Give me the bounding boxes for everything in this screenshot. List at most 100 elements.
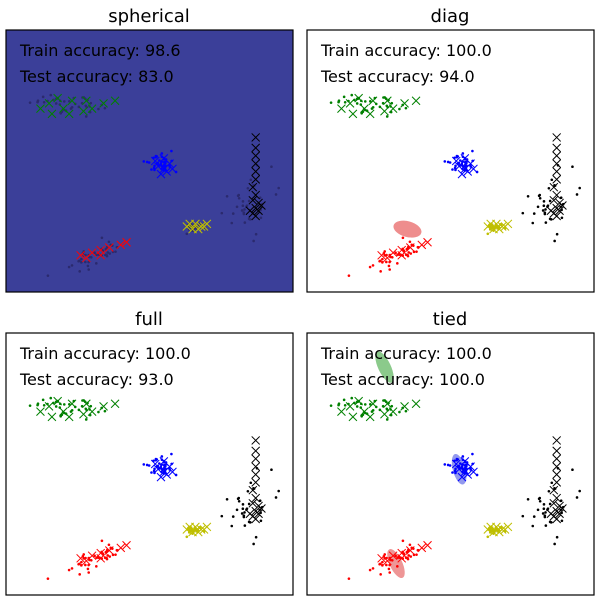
- train-point-green: [398, 410, 401, 414]
- test-point-yellow: [193, 527, 203, 537]
- train-point-red: [415, 553, 418, 556]
- test-point-black: [248, 485, 258, 495]
- train-point-red: [114, 553, 117, 556]
- test-point-blue: [153, 161, 163, 171]
- train-point-blue: [451, 168, 454, 171]
- train-point-red: [106, 251, 110, 254]
- train-point-black: [548, 199, 552, 203]
- train-point-blue: [454, 164, 457, 168]
- train-point-black: [555, 232, 559, 236]
- test-point-blue: [451, 156, 461, 166]
- train-point-red: [67, 265, 71, 269]
- train-point-blue: [147, 161, 151, 164]
- train-point-green: [337, 402, 341, 406]
- train-point-red: [407, 251, 411, 254]
- train-point-red: [78, 573, 81, 576]
- train-point-green: [89, 101, 93, 105]
- train-point-red: [77, 259, 80, 263]
- train-point-black: [553, 239, 556, 243]
- test-point-black: [555, 509, 564, 519]
- train-point-red: [107, 240, 111, 244]
- train-point-blue: [157, 159, 161, 162]
- test-point-green: [383, 399, 392, 409]
- test-point-black: [552, 159, 562, 168]
- train-point-green: [62, 100, 66, 103]
- marks-tied: [329, 351, 581, 580]
- test-point-blue: [457, 472, 467, 482]
- test-point-yellow: [185, 522, 195, 532]
- test-point-red: [417, 543, 427, 553]
- train-point-red: [394, 251, 397, 255]
- train-point-red: [381, 564, 384, 567]
- train-point-green: [385, 115, 389, 118]
- test-point-black: [552, 446, 562, 456]
- test-point-black: [251, 174, 261, 184]
- train-point-black: [241, 503, 245, 506]
- train-point-red: [84, 253, 87, 257]
- train-point-red: [385, 260, 388, 264]
- test-point-green: [354, 93, 364, 103]
- train-point-red: [401, 236, 405, 240]
- test-point-black: [552, 167, 562, 176]
- test-point-red: [423, 237, 432, 247]
- test-point-black: [555, 206, 564, 216]
- train-point-black: [220, 211, 224, 215]
- test-point-blue: [463, 167, 473, 176]
- train-point-black: [541, 209, 545, 212]
- train-point-red: [105, 557, 109, 561]
- test-point-black: [552, 143, 562, 153]
- test-point-green: [79, 106, 88, 116]
- test-point-black: [552, 454, 562, 464]
- train-point-red: [409, 555, 413, 558]
- train-point-red: [84, 260, 87, 264]
- train-point-red: [406, 557, 410, 561]
- train-point-black: [254, 232, 258, 236]
- train-point-black: [532, 515, 536, 518]
- test-accuracy-full: Test accuracy: 93.0: [19, 370, 174, 389]
- panel-diag: diag Train accuracy: 100.0 Test accuracy…: [306, 6, 595, 293]
- train-point-red: [114, 250, 117, 253]
- test-point-blue: [150, 459, 160, 469]
- test-point-black: [552, 477, 562, 487]
- panel-spherical: spherical Train accuracy: 98.6 Test accu…: [5, 6, 294, 293]
- test-point-red: [82, 556, 91, 566]
- train-point-black: [526, 498, 530, 501]
- test-point-red: [423, 540, 432, 550]
- plot-area-diag: [307, 30, 594, 292]
- plot-area-spherical: [6, 30, 293, 292]
- train-point-black: [553, 542, 556, 546]
- test-point-black: [251, 462, 261, 471]
- test-point-yellow: [486, 522, 496, 532]
- train-point-black: [225, 498, 229, 501]
- test-point-red: [96, 553, 106, 563]
- train-point-green: [404, 106, 408, 110]
- train-point-black: [541, 512, 545, 515]
- train-point-red: [407, 554, 411, 557]
- train-point-blue: [443, 160, 447, 163]
- test-point-black: [251, 167, 261, 176]
- test-point-black: [549, 485, 559, 495]
- test-point-black: [245, 206, 255, 216]
- train-point-blue: [162, 164, 166, 168]
- test-point-green: [348, 109, 358, 119]
- train-point-green: [97, 410, 100, 414]
- train-point-green: [54, 405, 58, 408]
- train-point-black: [252, 239, 255, 243]
- train-point-black: [548, 520, 552, 524]
- train-point-green: [363, 403, 367, 406]
- train-point-green: [97, 107, 100, 111]
- train-point-black: [578, 186, 581, 190]
- test-point-black: [257, 504, 266, 513]
- train-point-red: [80, 257, 83, 261]
- train-point-red: [86, 567, 90, 571]
- test-point-blue: [460, 457, 470, 466]
- train-point-black: [543, 515, 547, 519]
- train-point-black: [247, 199, 251, 203]
- test-point-green: [82, 96, 91, 106]
- train-point-red: [409, 252, 413, 255]
- train-point-black: [544, 524, 548, 527]
- train-point-black: [235, 205, 239, 209]
- test-point-black: [251, 143, 261, 153]
- train-point-black: [237, 499, 241, 503]
- train-accuracy-diag: Train accuracy: 100.0: [320, 41, 492, 60]
